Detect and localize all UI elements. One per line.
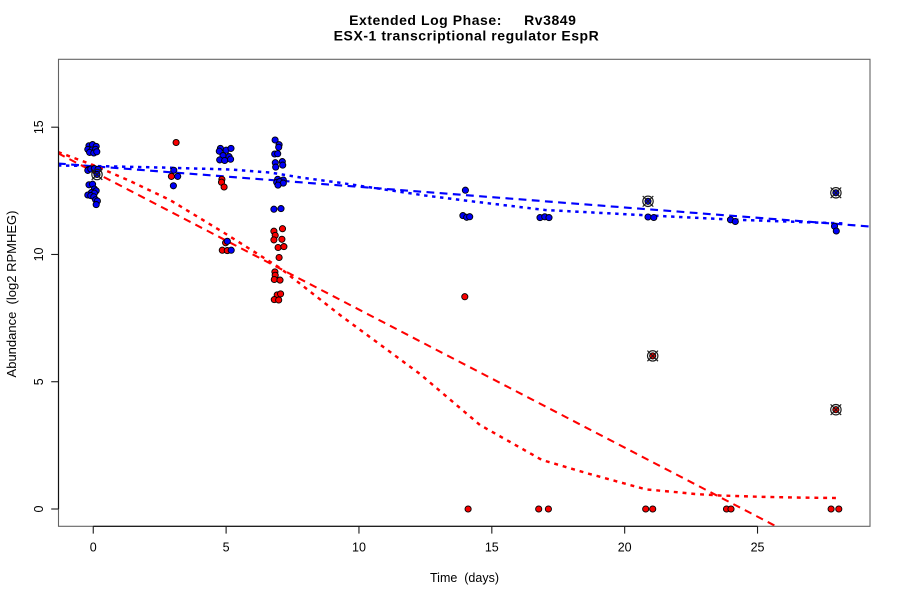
svg-text:15: 15 bbox=[32, 120, 46, 134]
svg-text:15: 15 bbox=[485, 541, 499, 555]
svg-text:25: 25 bbox=[751, 541, 765, 555]
svg-text:Abundance (log2 RPMHEG): Abundance (log2 RPMHEG) bbox=[4, 211, 19, 378]
svg-text:5: 5 bbox=[32, 378, 46, 385]
svg-text:20: 20 bbox=[618, 541, 632, 555]
svg-text:5: 5 bbox=[223, 541, 230, 555]
svg-text:Time (days): Time (days) bbox=[430, 571, 499, 585]
svg-text:0: 0 bbox=[32, 505, 46, 512]
svg-text:10: 10 bbox=[352, 541, 366, 555]
svg-text:ESX-1 transcriptional regulato: ESX-1 transcriptional regulator EspR bbox=[334, 28, 600, 44]
svg-text:Extended Log Phase: Rv3849: Extended Log Phase: Rv3849 bbox=[349, 12, 576, 28]
svg-text:10: 10 bbox=[32, 247, 46, 261]
svg-text:0: 0 bbox=[90, 541, 97, 555]
